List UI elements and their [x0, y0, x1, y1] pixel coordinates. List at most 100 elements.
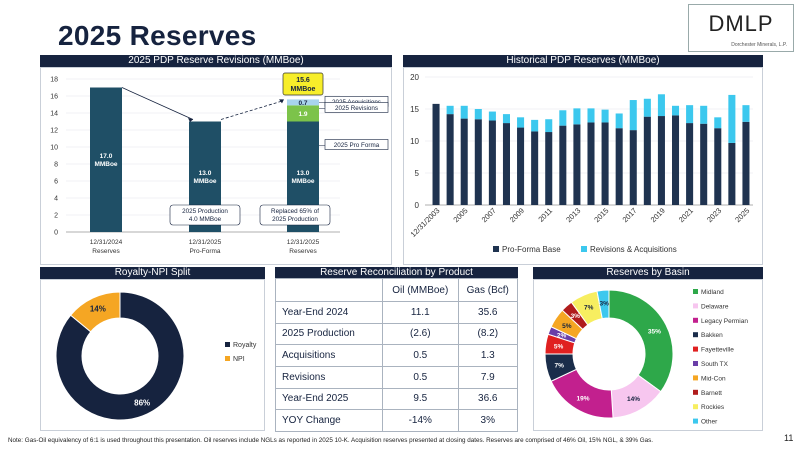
growth-arrow	[220, 101, 282, 120]
logo-name: DMLP	[708, 11, 774, 36]
legend-swatch	[693, 332, 698, 338]
y-tick-label: 20	[410, 73, 419, 82]
bar-value-label: 17.0	[100, 153, 113, 160]
slice-value-label: 3%	[571, 313, 581, 320]
legend-label: Legacy Permian	[701, 318, 748, 325]
slice-value-label: 14%	[627, 396, 640, 403]
bar-base	[545, 132, 553, 205]
legend-swatch	[493, 246, 499, 252]
table-cell: (8.2)	[457, 322, 519, 346]
stack-segment	[287, 105, 319, 122]
legend-swatch	[693, 404, 698, 410]
bar-addition	[700, 105, 708, 124]
y-tick-label: 0	[415, 201, 420, 210]
table-row: Revisions 0.5 7.9	[275, 365, 519, 389]
bar-base	[686, 123, 694, 205]
bar-base	[672, 115, 680, 205]
donut-slice	[608, 289, 674, 393]
table-cell: 1.3	[457, 344, 519, 367]
bar-addition	[728, 94, 736, 143]
table-header-row: Oil (MMBoe) Gas (Bcf)	[275, 278, 519, 302]
bar-addition	[488, 111, 496, 121]
y-tick-label: 0	[54, 230, 58, 237]
bar-base	[446, 114, 454, 205]
legend-swatch	[693, 289, 698, 294]
bar-base	[573, 124, 581, 205]
table-cell: 0.5	[382, 344, 459, 367]
table-cell: (2.6)	[382, 322, 459, 346]
table-cell: -14%	[382, 409, 459, 432]
bar-addition	[517, 117, 525, 128]
x-tick-label: 12/31/2003	[409, 206, 442, 239]
y-tick-label: 15	[410, 105, 419, 114]
table-cell: 2025 Production	[275, 322, 383, 346]
reconciliation-panel-header: Reserve Reconciliation by Product	[275, 267, 518, 279]
x-tick-label: 12/31/2025	[189, 239, 222, 246]
table-row: Year-End 2025 9.5 36.6	[275, 387, 519, 411]
slice-value-label: 7%	[584, 305, 594, 312]
x-tick-label: 2011	[536, 206, 554, 224]
bar-addition	[446, 105, 454, 115]
bar-base	[615, 128, 623, 205]
reconciliation-table: Oil (MMBoe) Gas (Bcf) Year-End 2024 11.1…	[275, 278, 519, 432]
note-line: 4.0 MMBoe	[189, 216, 222, 223]
legend-label: Bakken	[701, 332, 723, 339]
legend-label: Midland	[701, 289, 724, 296]
bar-unit-label: MMBoe	[193, 178, 216, 185]
legend-swatch	[693, 346, 698, 352]
bar-base	[502, 123, 510, 205]
x-tick-label: Reserves	[92, 248, 120, 255]
x-tick-label: 2025	[733, 206, 751, 224]
table-cell: 36.6	[457, 387, 519, 411]
table-cell: 9.5	[382, 387, 459, 411]
x-tick-label: 2019	[649, 206, 667, 224]
legend-swatch	[693, 317, 698, 323]
bar-base	[587, 122, 595, 205]
legend-label: NPI	[233, 356, 245, 363]
bar-addition	[573, 108, 581, 125]
bar-base	[474, 119, 482, 205]
note-line: Replaced 65% of	[271, 208, 319, 215]
legend-label: Other	[701, 419, 718, 426]
footnote: Note: Gas-Oil equivalency of 6:1 is used…	[8, 437, 654, 444]
bar-base	[488, 120, 496, 205]
table-header-cell: Gas (Bcf)	[457, 278, 519, 302]
x-tick-label: Pro-Forma	[189, 248, 220, 255]
table-header-cell: Oil (MMBoe)	[382, 278, 459, 302]
slice-value-label: 14%	[90, 304, 106, 313]
page-number: 11	[784, 433, 794, 443]
bar-base	[460, 118, 468, 205]
table-cell: 7.9	[457, 365, 519, 389]
x-tick-label: Reserves	[289, 248, 317, 255]
callout-box	[324, 139, 389, 150]
y-tick-label: 6	[54, 179, 58, 186]
donut-slice	[596, 289, 610, 320]
bar-base	[559, 125, 567, 205]
donut-slice	[55, 291, 185, 421]
legend-label: Pro-Forma Base	[502, 245, 561, 254]
segment-value-label: 1.9	[298, 111, 307, 118]
legend-label: Royalty	[233, 342, 257, 349]
slice-value-label: 2%	[557, 333, 567, 340]
x-tick-label: 2021	[677, 206, 695, 224]
legend-label: Mid-Con	[701, 375, 726, 382]
table-cell: Acquisitions	[275, 344, 383, 367]
legend-swatch	[693, 303, 698, 309]
bar-addition	[643, 98, 651, 117]
x-tick-label: 2007	[480, 206, 498, 224]
slice-value-label: 7%	[555, 363, 565, 370]
bar-addition	[686, 105, 694, 124]
bar-base	[714, 128, 722, 205]
slice-value-label: 86%	[134, 399, 150, 408]
bar-base	[531, 131, 539, 205]
bar-value-label: 13.0	[199, 170, 212, 177]
x-tick-label: 2015	[592, 206, 610, 224]
bar-addition	[629, 100, 637, 131]
stack-segment	[287, 99, 319, 106]
y-tick-label: 8	[54, 162, 58, 169]
bar-addition	[545, 119, 553, 133]
table-cell: 0.5	[382, 365, 459, 389]
slice-value-label: 35%	[648, 328, 661, 335]
bar-base	[657, 116, 665, 205]
bar-addition	[672, 105, 680, 116]
